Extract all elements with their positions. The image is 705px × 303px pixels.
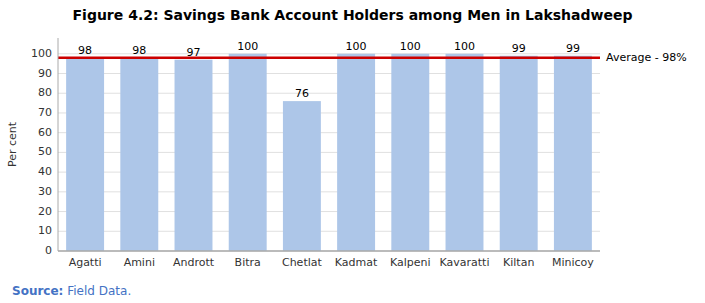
x-tick-label: Minicoy: [552, 256, 594, 269]
x-tick-label: Bitra: [235, 256, 261, 269]
average-label: Average - 98%: [606, 51, 687, 64]
plot-area: [58, 54, 600, 251]
bar: [66, 58, 104, 251]
y-tick-label: 90: [38, 67, 52, 80]
bar: [337, 54, 375, 251]
bar: [175, 60, 213, 251]
y-tick-label: 40: [38, 165, 52, 178]
title: Figure 4.2: Savings Bank Account Holders…: [73, 7, 633, 23]
bar: [229, 54, 267, 251]
chart-svg: 0 10 20 30 40 50 60 70 80 90 100 Average - 98% 98 98 9…: [0, 0, 705, 303]
y-tick-label: 80: [38, 86, 52, 99]
chart-container: 0 10 20 30 40 50 60 70 80 90 100 Average - 98% 98 98 9…: [0, 0, 705, 303]
data-label: 99: [566, 42, 580, 55]
x-tick-label: Chetlat: [282, 256, 323, 269]
bar: [391, 54, 429, 251]
y-tick-label: 100: [31, 47, 52, 60]
source: Source: Field Data.: [12, 284, 131, 298]
y-tick-label: 70: [38, 106, 52, 119]
y-tick-label: 10: [38, 224, 52, 237]
data-label: 98: [132, 44, 146, 57]
y-axis-line: [58, 38, 59, 251]
data-label: 100: [454, 40, 475, 53]
grid: [58, 54, 600, 251]
x-tick-label: Amini: [124, 256, 155, 269]
x-tick-label: Agatti: [69, 256, 102, 269]
bar: [120, 58, 158, 251]
x-tick-label: Kalpeni: [390, 256, 431, 269]
source-text: Field Data.: [63, 284, 131, 298]
bar: [554, 56, 592, 251]
y-axis-label: Per cent: [6, 121, 19, 167]
y-tick-label: 50: [38, 145, 52, 158]
data-label: 99: [512, 42, 526, 55]
source-label: Source:: [12, 284, 63, 298]
data-label: 98: [78, 44, 92, 57]
x-axis-line: [58, 250, 600, 252]
y-tick-label: 20: [38, 205, 52, 218]
bar: [283, 101, 321, 251]
bar: [446, 54, 484, 251]
data-label: 97: [187, 46, 201, 59]
data-label: 100: [346, 40, 367, 53]
y-tick-label: 30: [38, 185, 52, 198]
y-tick-label: 60: [38, 126, 52, 139]
x-tick-label: Andrott: [173, 256, 215, 269]
x-tick-label: Kadmat: [335, 256, 378, 269]
y-tick-label: 0: [45, 244, 52, 257]
grid-line: [58, 251, 600, 252]
data-label: 100: [400, 40, 421, 53]
data-label: 100: [237, 40, 258, 53]
average-line: [58, 56, 600, 59]
x-tick-label: Kiltan: [503, 256, 534, 269]
x-tick-label: Kavaratti: [440, 256, 490, 269]
data-label: 76: [295, 87, 309, 100]
bar: [500, 56, 538, 251]
